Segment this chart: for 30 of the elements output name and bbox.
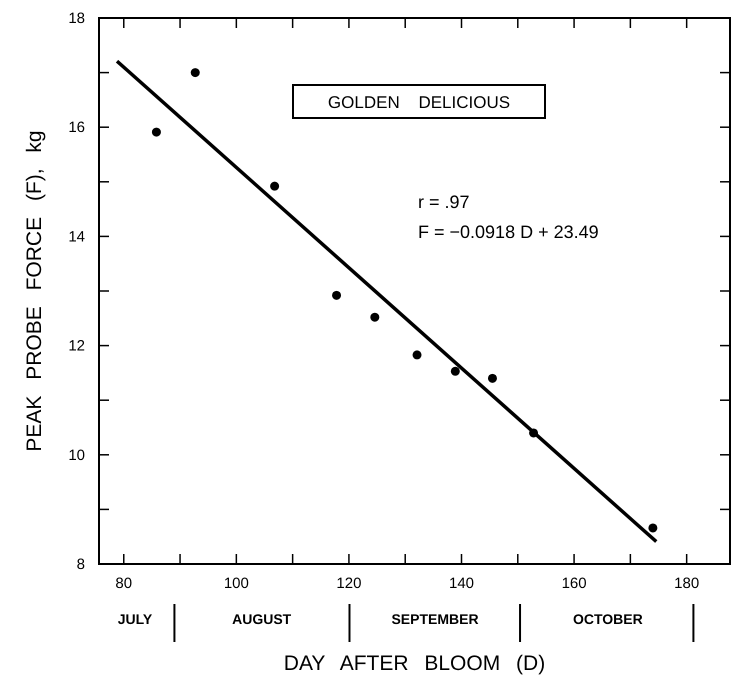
x-tick-label: 180 [674, 575, 700, 592]
point [190, 68, 200, 78]
point [412, 350, 422, 360]
y-tick-label: 18 [68, 10, 85, 27]
text: GOLDEN DELICIOUS [328, 93, 510, 112]
text: JULY [118, 611, 153, 627]
point [152, 128, 161, 137]
text: OCTOBER [572, 611, 643, 627]
text: AUGUST [232, 611, 292, 627]
text: SEPTEMBER [391, 611, 479, 627]
y-tick-label: 10 [68, 446, 85, 464]
annotation: r = .97 [418, 192, 470, 212]
point [332, 290, 342, 300]
y-tick-label: 16 [68, 119, 85, 136]
x-tick-label: 140 [448, 575, 474, 592]
point [450, 366, 460, 376]
point [370, 312, 380, 322]
x-tick-label: 80 [115, 575, 132, 592]
x-axis-title: DAY AFTER BLOOM (D) [284, 652, 546, 675]
x-tick-label: 160 [562, 575, 587, 592]
y-tick-label: 8 [76, 556, 85, 573]
y-axis-title: PEAK PROBE FORCE (F), kg [23, 130, 46, 452]
y-tick-label: 12 [68, 338, 85, 355]
point [648, 523, 658, 532]
point [488, 374, 497, 383]
x-tick-label: 100 [224, 575, 249, 592]
y-tick-label: 14 [68, 228, 85, 246]
x-tick-label: 120 [336, 575, 362, 592]
point [270, 182, 280, 191]
annotation: F = −0.0918 D + 23.49 [418, 222, 599, 242]
